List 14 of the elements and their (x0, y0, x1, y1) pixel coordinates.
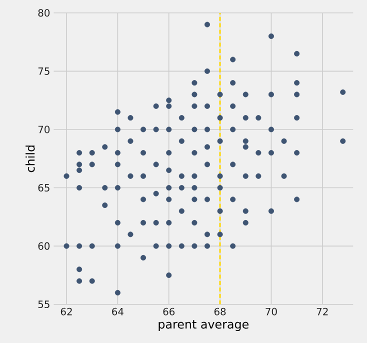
x-tick-label: 64 (112, 308, 124, 316)
x-tick-label: 68 (214, 308, 226, 316)
y-tick-label: 55 (38, 300, 50, 308)
y-tick-label: 65 (38, 184, 50, 192)
x-tick-label: 66 (163, 308, 175, 316)
y-tick-label: 80 (38, 9, 50, 17)
x-tick-label: 70 (266, 308, 277, 316)
x-axis-title: parent average (158, 320, 249, 331)
y-tick-label: 70 (38, 126, 50, 134)
y-tick-label: 60 (38, 242, 50, 250)
y-axis-title: child (26, 146, 35, 172)
y-tick-label: 75 (38, 67, 50, 75)
x-tick-label: 62 (60, 308, 72, 316)
x-tick-label: 72 (316, 308, 328, 316)
